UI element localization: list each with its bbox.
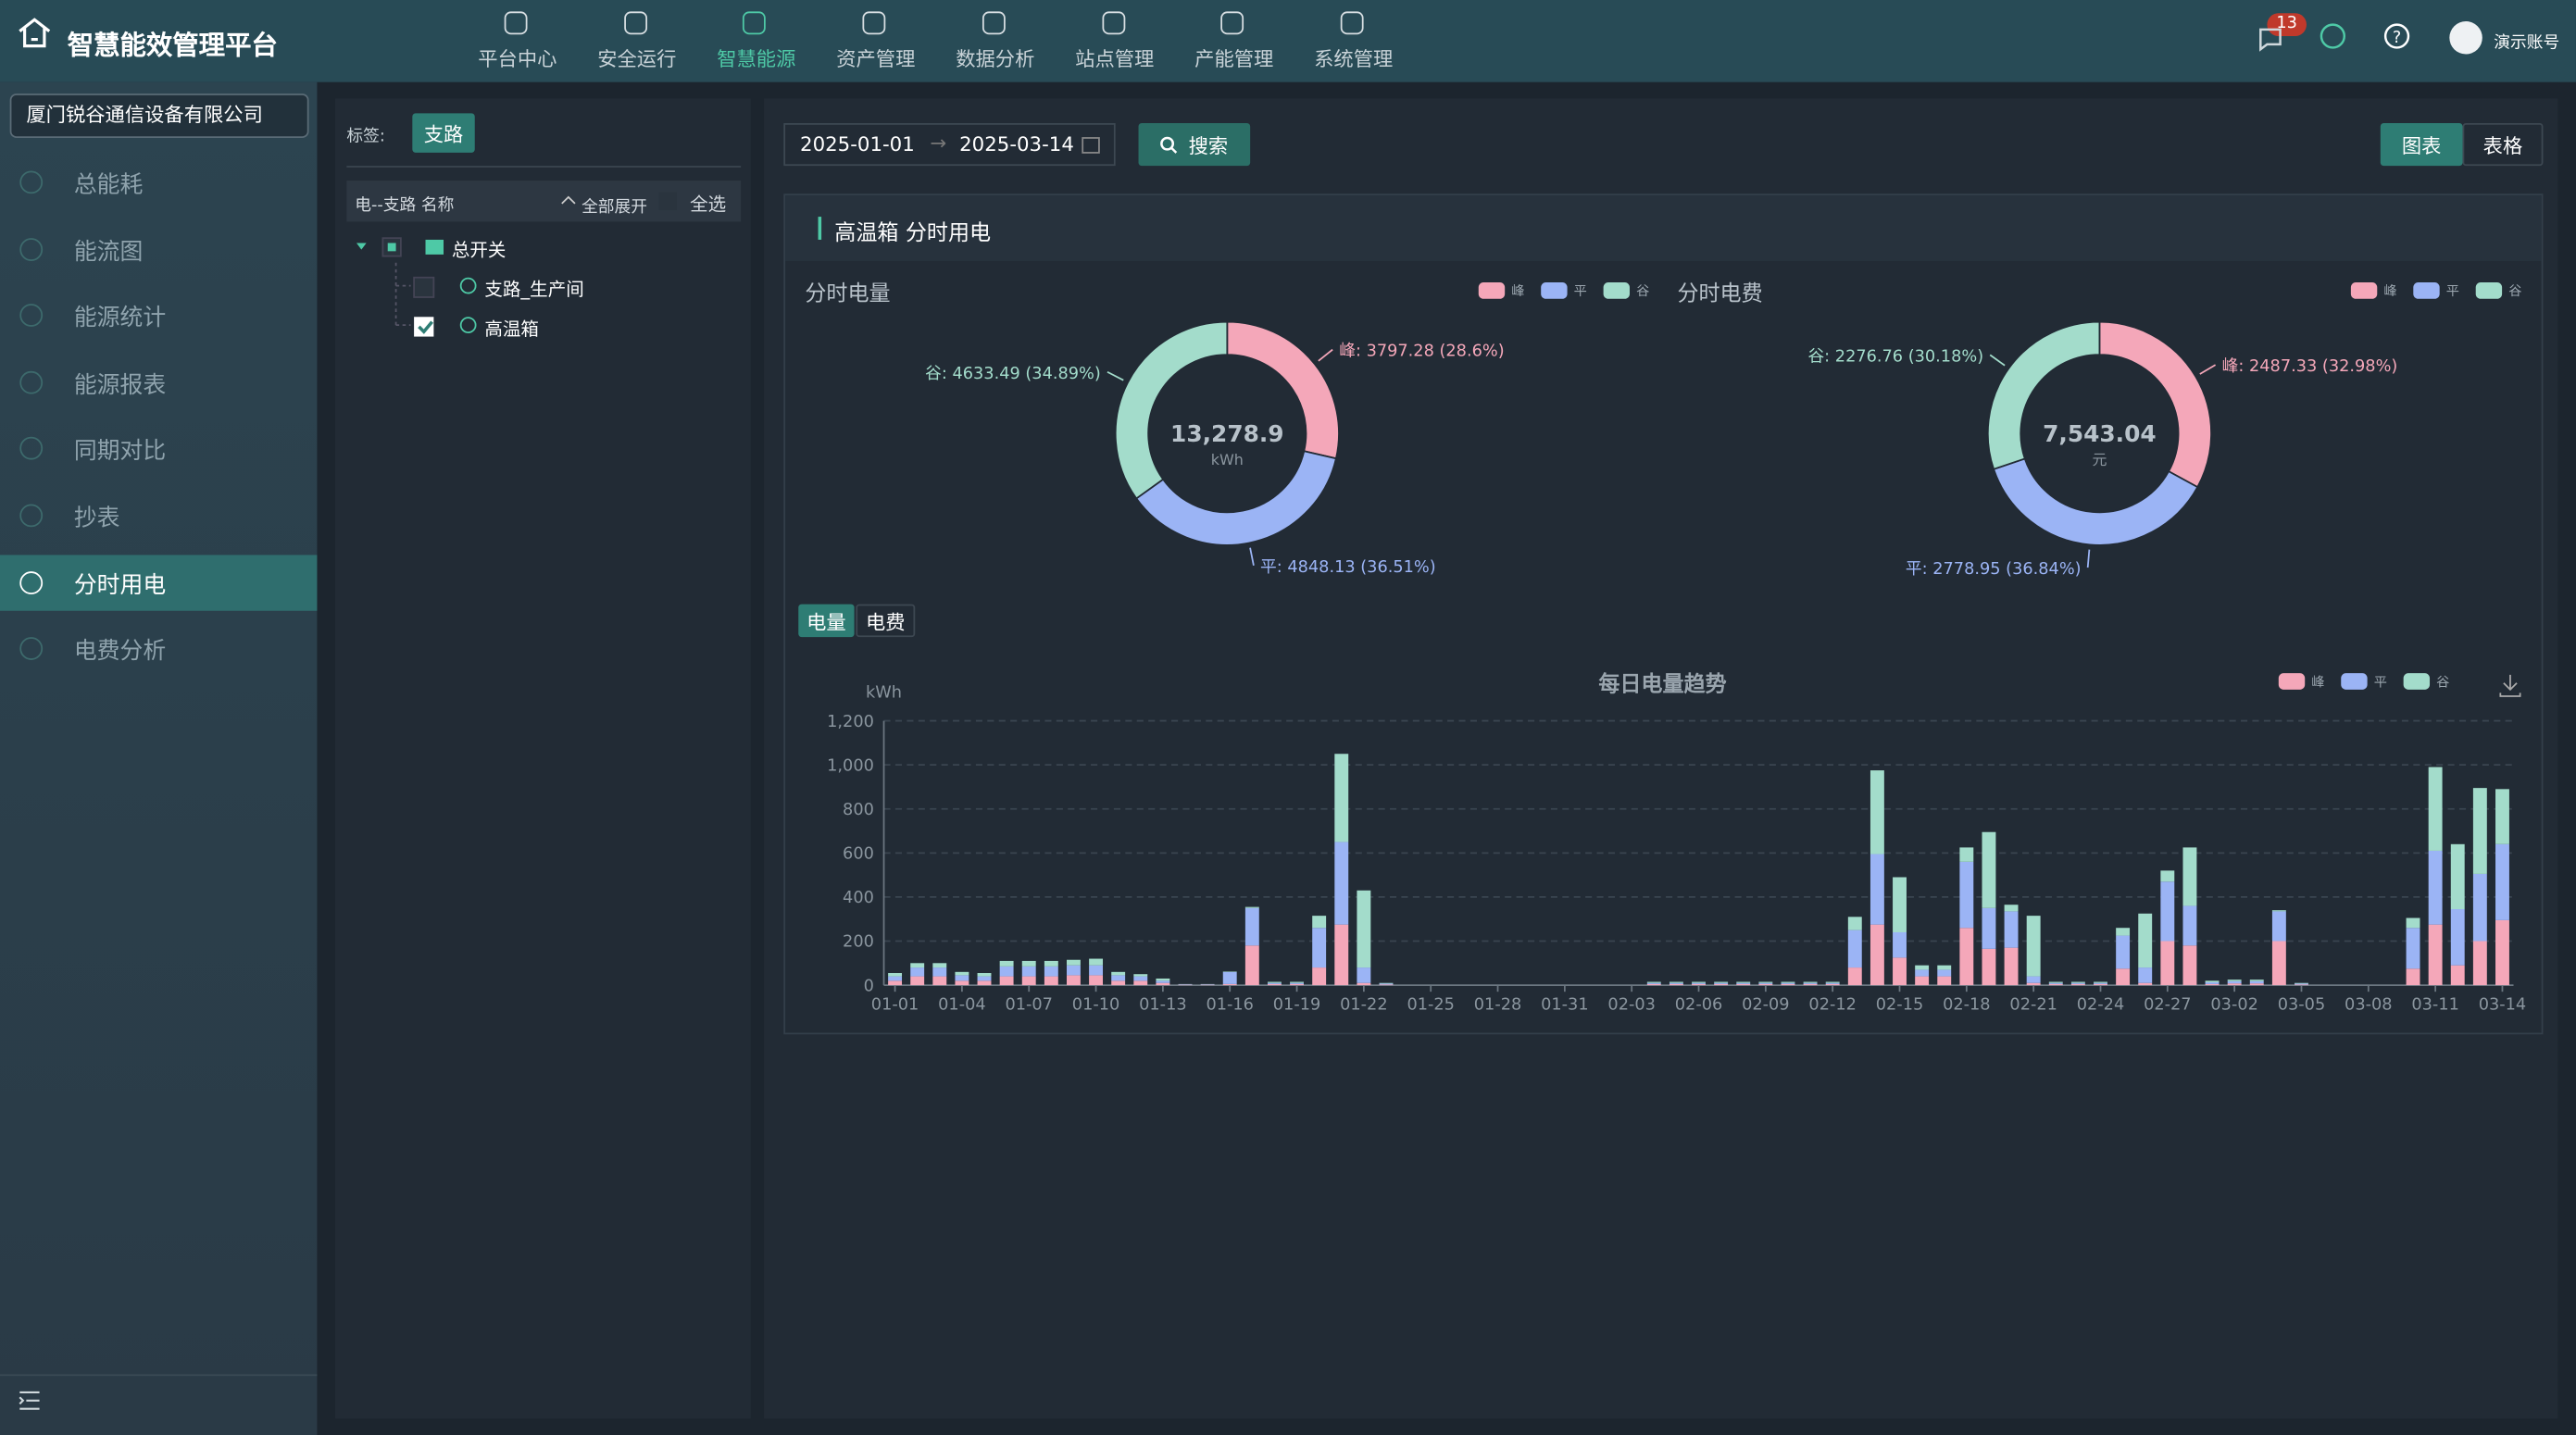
card-title: 高温箱 分时用电 [834, 221, 992, 247]
menu-icon [19, 504, 44, 528]
checkbox[interactable] [658, 192, 677, 211]
chart-tab[interactable]: 电费 [856, 604, 916, 638]
nav-item[interactable]: 系统管理 [1314, 47, 1394, 71]
divider [0, 1374, 318, 1377]
menu-item[interactable]: 能源统计 [0, 288, 317, 343]
menu-icon [19, 437, 44, 461]
menu-item[interactable]: 能源报表 [0, 355, 317, 410]
header: 智慧能效管理平台 平台中心 安全运行 智慧能源 资产管理 数据分析 站点管理 产能管理 系统管… [0, 0, 2576, 82]
main-panel: 2025-01-01 → 2025-03-14 搜索 图表 表格 高温箱 分时用… [764, 98, 2558, 1419]
nav-icon[interactable] [504, 11, 528, 35]
search-label[interactable]: 搜索 [1188, 133, 1229, 157]
end-date[interactable]: 2025-03-14 [959, 132, 1074, 156]
nav-icon[interactable] [1220, 11, 1244, 35]
tree [356, 237, 477, 337]
menu-item[interactable]: 总能耗 [0, 155, 317, 210]
accent [818, 217, 822, 240]
sidebar: 厦门锐谷通信设备有限公司 总能耗能流图能源统计能源报表同期对比抄表分时用电电费分… [0, 81, 318, 1435]
nav-icon[interactable] [1101, 11, 1125, 35]
menu-label[interactable]: 电费分析 [73, 639, 167, 666]
app-title: 智慧能效管理平台 [67, 29, 278, 61]
expand-all[interactable]: 全部展开 [581, 198, 648, 218]
tag-label: 标签: [346, 128, 385, 146]
company-select[interactable]: 厦门锐谷通信设备有限公司 [9, 94, 309, 138]
tree-panel: 标签: 支路 电--支路 名称 全部展开 全选 总开关 支路_生产间 高温箱 [334, 98, 751, 1419]
date-range[interactable]: 2025-01-01 → 2025-03-14 [783, 123, 1116, 167]
user-name[interactable]: 演示账号 [2494, 34, 2560, 53]
view-tab[interactable]: 表格 [2462, 123, 2544, 167]
tree-node[interactable]: 支路_生产间 [484, 279, 584, 301]
menu-icon [19, 570, 44, 594]
nav-icon[interactable] [623, 11, 647, 35]
column-title: 电--支路 名称 [355, 196, 455, 216]
svg-text:?: ? [2393, 29, 2401, 47]
menu-item[interactable]: 抄表 [0, 488, 317, 543]
menu-icon [19, 170, 44, 194]
nav-icon[interactable] [862, 11, 886, 35]
search-button[interactable]: 搜索 [1138, 123, 1251, 167]
nav-item[interactable]: 资产管理 [836, 47, 916, 71]
chart-tab[interactable]: 电量 [798, 604, 855, 638]
menu-label[interactable]: 总能耗 [73, 172, 144, 199]
menu-label[interactable]: 能源统计 [73, 306, 167, 332]
card-header [785, 195, 2542, 261]
menu-icon [19, 237, 44, 261]
nav-item[interactable]: 产能管理 [1194, 47, 1274, 71]
chart-card: 高温箱 分时用电 [783, 193, 2544, 1035]
select-all[interactable]: 全选 [690, 193, 727, 216]
menu-label[interactable]: 抄表 [73, 505, 120, 532]
nav-icon[interactable] [1340, 11, 1364, 35]
nav-icon[interactable] [743, 11, 767, 35]
view-tab[interactable]: 图表 [2380, 123, 2463, 167]
nav-item[interactable]: 平台中心 [478, 47, 557, 71]
tree-header: 电--支路 名称 全部展开 全选 [346, 181, 742, 222]
chevron [561, 195, 576, 205]
menu-item[interactable]: 电费分析 [0, 621, 317, 677]
calendar-icon [1082, 137, 1100, 154]
nav-item[interactable]: 数据分析 [956, 47, 1035, 71]
tree-node[interactable]: 总开关 [451, 239, 506, 261]
search-icon [1160, 135, 1179, 153]
arrow: → [930, 131, 947, 155]
collapse-icon[interactable] [19, 1391, 42, 1410]
menu-icon [19, 370, 44, 394]
menu-item[interactable]: 能流图 [0, 221, 317, 277]
menu-icon [19, 304, 44, 328]
nav-icon[interactable] [982, 11, 1006, 35]
tag-button[interactable]: 支路 [412, 113, 475, 153]
menu-label[interactable]: 同期对比 [73, 439, 167, 466]
divider [346, 166, 742, 168]
start-date[interactable]: 2025-01-01 [800, 132, 915, 156]
menu-label[interactable]: 能源报表 [73, 372, 167, 399]
menu-item[interactable]: 分时用电 [0, 554, 318, 611]
logo-icon [19, 18, 51, 48]
avatar[interactable] [2449, 21, 2482, 55]
notification-badge[interactable]: 13 [2267, 13, 2307, 37]
nav-item[interactable]: 站点管理 [1075, 47, 1155, 71]
header-icons: ? [2259, 23, 2410, 52]
menu-label[interactable]: 能流图 [73, 239, 144, 266]
menu-icon [19, 637, 44, 661]
menu-item[interactable]: 同期对比 [0, 421, 317, 477]
nav-item[interactable]: 智慧能源 [717, 47, 796, 71]
tree-node[interactable]: 高温箱 [484, 318, 539, 341]
nav-item[interactable]: 安全运行 [597, 47, 677, 71]
menu-label[interactable]: 分时用电 [73, 572, 167, 599]
